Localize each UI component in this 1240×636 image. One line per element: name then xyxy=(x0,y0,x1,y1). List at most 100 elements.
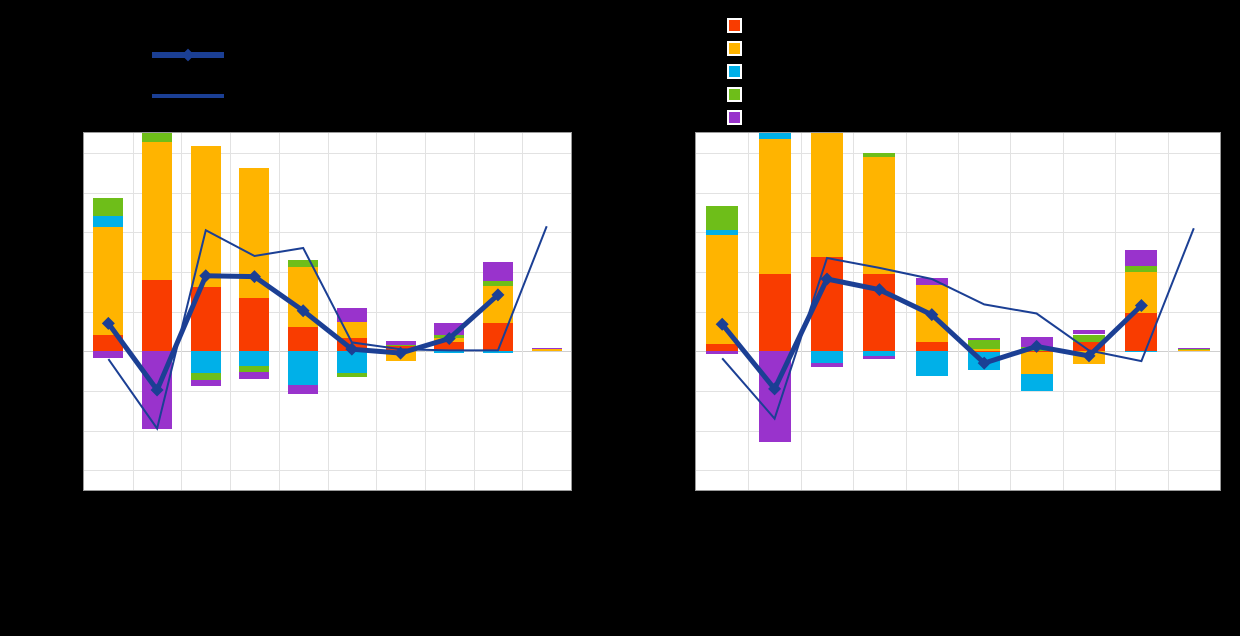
bar-segment xyxy=(1073,334,1105,343)
line-marker-diamond xyxy=(296,304,310,318)
bar-stack xyxy=(1177,133,1210,490)
bar-segment xyxy=(385,341,416,346)
line-marker-diamond xyxy=(872,283,886,297)
gridline-x xyxy=(1063,133,1064,490)
bar-segment xyxy=(968,338,1001,341)
bar-segment xyxy=(915,351,948,376)
bar-segment xyxy=(239,371,270,379)
bar-segment xyxy=(531,348,562,350)
bar-stack xyxy=(288,133,319,490)
bar-segment xyxy=(531,347,562,349)
chart-plot-left xyxy=(83,132,572,491)
bar-segment xyxy=(93,351,124,359)
bar-segment xyxy=(1177,348,1210,350)
line-marker-diamond xyxy=(1082,349,1096,363)
legend-swatch-s1 xyxy=(727,18,742,33)
gridline-y xyxy=(84,232,571,234)
bar-segment xyxy=(336,307,367,322)
bar-segment xyxy=(434,351,465,354)
bar-segment xyxy=(288,327,319,352)
chart-plot-right xyxy=(695,132,1221,491)
bar-segment xyxy=(531,349,562,352)
legend-item-s2 xyxy=(727,41,748,56)
line-marker-diamond xyxy=(715,317,729,331)
bar-segment xyxy=(482,351,513,354)
line-marker-diamond xyxy=(768,382,782,396)
bar-segment xyxy=(1177,349,1210,352)
bar-stack xyxy=(531,133,562,490)
bar-segment xyxy=(93,227,124,335)
bar-segment xyxy=(863,355,896,360)
gridline-x xyxy=(376,133,377,490)
legend-line-series-2 xyxy=(152,89,224,103)
bar-segment xyxy=(190,380,221,386)
bar-segment xyxy=(93,334,124,352)
bar-segment xyxy=(758,138,791,274)
gridline-y xyxy=(84,351,571,353)
gridline-x xyxy=(1168,133,1169,490)
bar-segment xyxy=(863,152,896,157)
gridline-x xyxy=(958,133,959,490)
bar-segment xyxy=(1020,352,1053,375)
gridline-x xyxy=(801,133,802,490)
bar-stack xyxy=(482,133,513,490)
bar-segment xyxy=(915,342,948,352)
bar-segment xyxy=(142,133,173,142)
bar-segment xyxy=(915,277,948,285)
bar-segment xyxy=(1125,266,1158,272)
bar-segment xyxy=(706,230,739,235)
gridline-x xyxy=(474,133,475,490)
bar-segment xyxy=(758,273,791,352)
gridline-x xyxy=(853,133,854,490)
gridline-y xyxy=(84,192,571,194)
line-marker-diamond xyxy=(1030,339,1044,353)
bar-segment xyxy=(1073,342,1105,352)
bar-segment xyxy=(706,206,739,231)
line-marker-diamond xyxy=(394,346,408,360)
bar-segment xyxy=(239,351,270,367)
gridline-y xyxy=(84,271,571,273)
line-marker-diamond xyxy=(442,331,456,345)
bar-segment xyxy=(811,363,843,368)
bar-segment xyxy=(190,372,221,381)
bar-segment xyxy=(811,133,843,257)
legend-item-s1 xyxy=(727,18,748,33)
gridline-x xyxy=(906,133,907,490)
gridline-y xyxy=(84,152,571,154)
bar-stack xyxy=(758,133,791,490)
line-series-path xyxy=(106,273,500,396)
bar-segment xyxy=(288,384,319,394)
line-marker-diamond xyxy=(491,288,505,302)
bar-stack xyxy=(190,133,221,490)
line-marker-diamond xyxy=(1134,299,1148,313)
legend-line-series-1 xyxy=(152,48,224,62)
line-swatch-thick xyxy=(152,48,224,62)
bar-segment xyxy=(190,146,221,287)
bar-segment xyxy=(863,156,896,274)
gridline-y xyxy=(84,430,571,432)
gridline-x xyxy=(230,133,231,490)
legend-swatch-s3 xyxy=(727,64,742,79)
line-marker-diamond xyxy=(150,383,164,397)
bar-segment xyxy=(968,351,1001,353)
gridline-x xyxy=(181,133,182,490)
line-marker-diamond xyxy=(925,308,939,322)
bar-segment xyxy=(142,141,173,280)
legend-swatch-s2 xyxy=(727,41,742,56)
bar-segment xyxy=(968,349,1001,352)
bar-stack xyxy=(706,133,739,490)
gridline-x xyxy=(133,133,134,490)
bar-segment xyxy=(968,340,1001,350)
bar-segment xyxy=(482,261,513,281)
bar-segment xyxy=(482,280,513,286)
bar-segment xyxy=(93,215,124,228)
gridline-x xyxy=(1115,133,1116,490)
bar-segment xyxy=(434,323,465,336)
bar-segment xyxy=(239,366,270,372)
bar-segment xyxy=(482,323,513,352)
legend-item-s4 xyxy=(727,87,748,102)
bar-segment xyxy=(706,344,739,352)
gridline-x xyxy=(1010,133,1011,490)
line-overlay xyxy=(715,227,1195,421)
